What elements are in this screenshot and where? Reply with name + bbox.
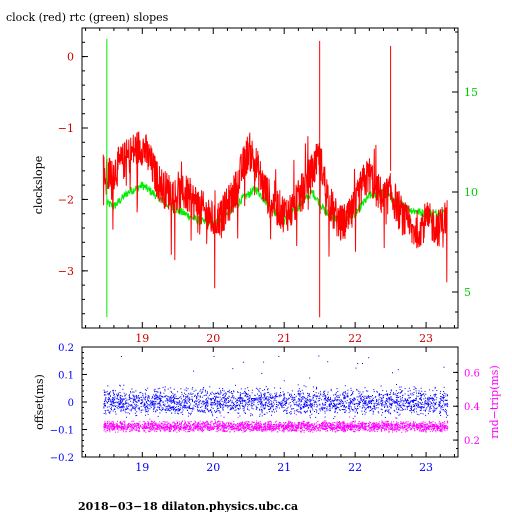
slope-y2-tick-label: 15	[464, 86, 478, 99]
slope-chart: clock (red) rtc (green) slopes clockslop…	[6, 11, 478, 345]
offset-y-tick-label: 0	[68, 398, 74, 409]
slope-x-tick-label: 22	[348, 332, 362, 345]
offset-x-tick-label: 22	[348, 461, 362, 474]
slope-x-tick-label: 21	[277, 332, 291, 345]
rndtrip-y-tick-label: 0.2	[464, 436, 480, 447]
rndtrip-y-tick-label: 0.6	[464, 368, 480, 379]
offset-chart: offset(ms) rnd−trip(ms) 19 20 21 22 23 0.2 0.1…	[33, 343, 501, 474]
clock-slope-series	[102, 131, 448, 289]
slope-x-tick-label: 20	[206, 332, 220, 345]
slope-x-tick-label: 23	[419, 332, 433, 345]
rndtrip-y-axis-label: rnd−trip(ms)	[488, 365, 501, 439]
offset-y-tick-label: 0.2	[58, 343, 74, 354]
offset-axes: 19 20 21 22 23 0.2 0.1 0 −0.1 −0.2 0.6 0.4 0.2	[50, 343, 480, 474]
offset-x-tick-label: 19	[135, 461, 149, 474]
rndtrip-points	[103, 414, 449, 433]
slope-y-tick-label: 0	[67, 51, 74, 64]
slope-y2-tick-label: 10	[464, 186, 478, 199]
slope-plot-frame	[81, 27, 459, 329]
offset-y-tick-label: −0.1	[50, 426, 74, 437]
slope-plot-area	[102, 38, 448, 318]
offset-x-tick-label: 20	[206, 461, 220, 474]
offset-y-tick-label: 0.1	[58, 371, 74, 382]
offset-plot-area	[103, 355, 449, 433]
chart-title: clock (red) rtc (green) slopes	[6, 11, 169, 24]
slope-y-tick-label: −3	[58, 265, 74, 278]
offset-y-axis-label: offset(ms)	[33, 374, 46, 430]
slope-y2-tick-label: 5	[464, 286, 471, 299]
slope-y-tick-label: −1	[58, 122, 74, 135]
offset-x-tick-label: 21	[277, 461, 291, 474]
offset-points	[103, 355, 449, 421]
rndtrip-y-tick-label: 0.4	[464, 402, 480, 413]
offset-y-tick-label: −0.2	[50, 453, 74, 464]
offset-x-tick-label: 23	[419, 461, 433, 474]
footer-date-host: 2018−03−18 dilaton.physics.ubc.ca	[78, 500, 298, 512]
slope-axes: 19 20 21 22 23 0 −1 −2 −3 15 10 5	[58, 28, 478, 345]
offset-plot-frame	[81, 346, 459, 458]
slope-x-tick-label: 19	[135, 332, 149, 345]
slope-y-tick-label: −2	[58, 193, 74, 206]
slope-y-axis-label: clockslope	[32, 156, 45, 214]
